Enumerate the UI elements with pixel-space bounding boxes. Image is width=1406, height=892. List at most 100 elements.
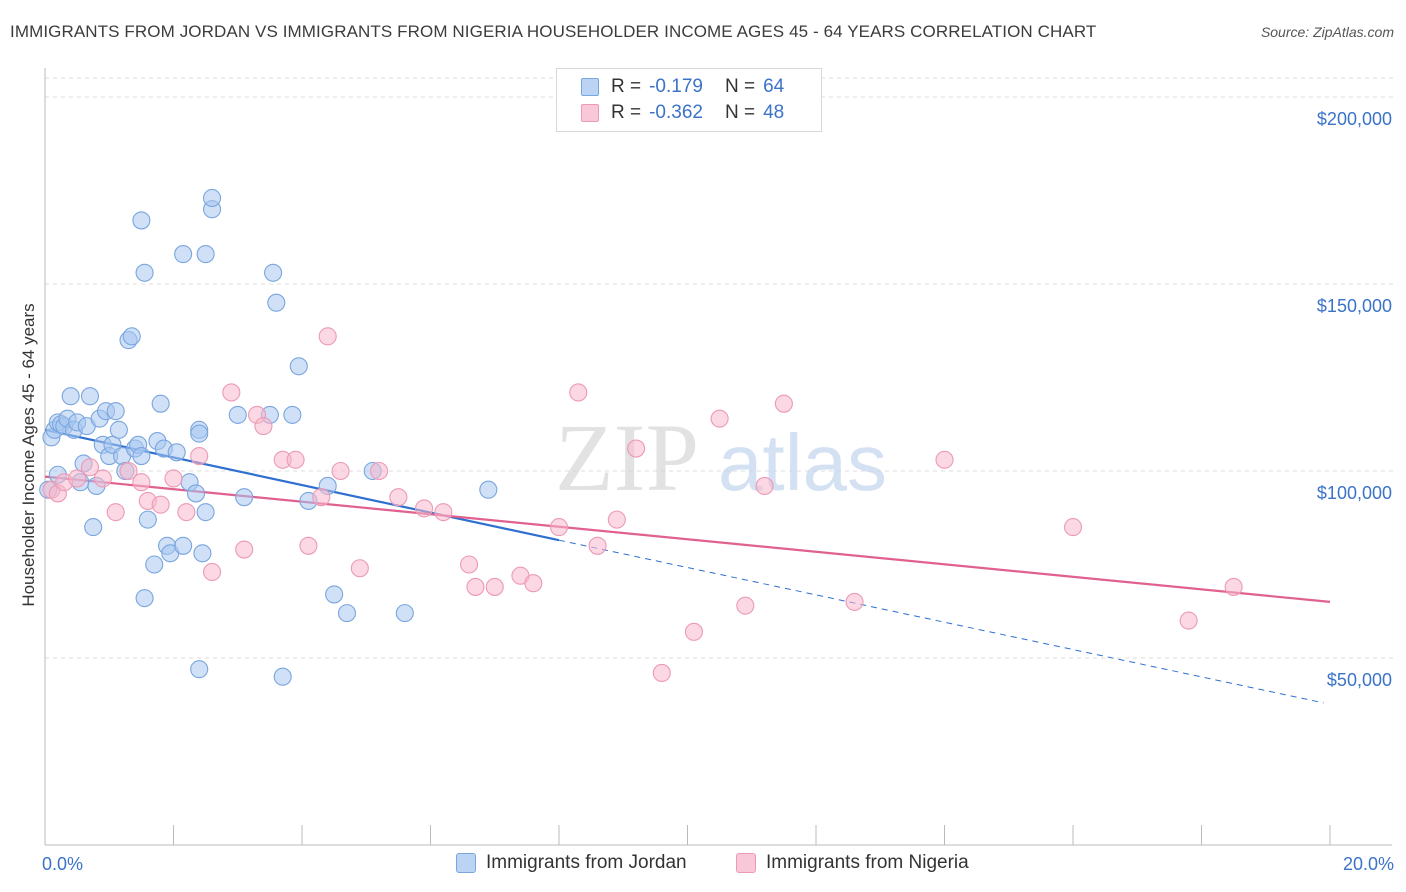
jordan-point	[395, 604, 414, 623]
axes	[44, 68, 1392, 846]
bottom-legend-label-jordan: Immigrants from Jordan	[486, 852, 687, 873]
nigeria-point	[845, 592, 864, 611]
jordan-point	[273, 667, 292, 686]
legend-r-label: R =	[611, 76, 642, 97]
nigeria-point	[235, 540, 254, 559]
jordan-point	[132, 211, 151, 230]
jordan-point	[132, 446, 151, 466]
nigeria-point	[151, 495, 170, 514]
data-points	[39, 188, 1243, 686]
watermark: ZIP atlas	[555, 404, 887, 511]
nigeria-point	[459, 555, 479, 574]
x-tick-label: 20.0%	[1343, 854, 1394, 874]
nigeria-trend-line	[44, 475, 1331, 603]
nigeria-point	[132, 473, 151, 492]
y-tick-label: $200,000	[1317, 109, 1392, 129]
nigeria-point	[1179, 611, 1198, 630]
nigeria-point	[318, 327, 337, 346]
nigeria-point	[1224, 577, 1243, 596]
jordan-point	[264, 263, 283, 282]
nigeria-point	[350, 559, 369, 578]
nigeria-point	[177, 503, 196, 522]
bottom-legend-swatch-nigeria	[736, 853, 756, 873]
legend-n-label: N =	[724, 76, 756, 97]
nigeria-point	[106, 503, 125, 522]
bottom-legend-jordan: Immigrants from Jordan	[456, 852, 687, 874]
nigeria-point	[164, 469, 183, 488]
legend-row-nigeria: R = -0.362 N = 48	[581, 101, 784, 125]
nigeria-point	[588, 536, 607, 555]
jordan-point	[235, 488, 254, 507]
jordan-trend-extension	[558, 539, 1324, 704]
nigeria-point	[190, 446, 209, 466]
jordan-point	[186, 484, 206, 503]
jordan-point	[84, 518, 103, 537]
nigeria-point	[774, 394, 793, 413]
bottom-legend-label-nigeria: Immigrants from Nigeria	[766, 852, 969, 873]
jordan-point	[138, 510, 157, 529]
legend-swatch-jordan	[581, 78, 599, 96]
nigeria-point	[736, 596, 755, 615]
legend-n-label: N =	[724, 102, 756, 123]
nigeria-point	[485, 577, 504, 596]
jordan-point	[283, 405, 302, 424]
nigeria-point	[80, 458, 100, 477]
grid-lines	[45, 77, 1395, 659]
legend-r-value-jordan: -0.179	[649, 76, 703, 97]
jordan-point	[190, 424, 209, 443]
nigeria-point	[710, 409, 729, 428]
legend-r-label: R =	[611, 102, 642, 123]
watermark-zip: ZIP	[555, 404, 699, 511]
chart-title: IMMIGRANTS FROM JORDAN VS IMMIGRANTS FRO…	[10, 22, 1097, 41]
nigeria-point	[299, 536, 318, 555]
jordan-point	[196, 503, 215, 522]
jordan-point	[122, 327, 141, 346]
nigeria-point	[569, 383, 588, 402]
nigeria-point	[370, 461, 389, 481]
nigeria-point	[607, 510, 626, 529]
nigeria-point	[203, 562, 222, 582]
jordan-point	[80, 387, 100, 406]
y-tick-label: $50,000	[1327, 670, 1392, 690]
nigeria-point	[331, 461, 350, 481]
nigeria-point	[549, 518, 569, 537]
source-label: Source: ZipAtlas.com	[1260, 24, 1394, 40]
jordan-point	[167, 443, 186, 462]
tick-labels: $50,000 $100,000 $150,000 $200,000 0.0% 20.0%	[42, 109, 1394, 874]
jordan-point	[337, 604, 357, 623]
legend: R = -0.179 N = 64 R = -0.362 N = 48	[556, 68, 822, 132]
nigeria-point	[254, 417, 273, 436]
nigeria-point	[935, 450, 954, 469]
nigeria-point	[1063, 518, 1083, 537]
nigeria-point	[627, 439, 646, 458]
legend-swatch-nigeria	[581, 104, 599, 122]
nigeria-point	[222, 383, 241, 402]
jordan-point	[203, 188, 222, 208]
nigeria-point	[434, 503, 453, 522]
y-axis-label: Householder Income Ages 45 - 64 years	[19, 303, 38, 606]
jordan-point	[479, 480, 498, 499]
nigeria-point	[684, 622, 703, 641]
jordan-point	[106, 402, 125, 421]
nigeria-point	[755, 476, 774, 496]
jordan-point	[135, 589, 154, 608]
nigeria-point	[652, 663, 671, 683]
jordan-point	[151, 394, 170, 413]
bottom-legend-swatch-jordan	[456, 853, 476, 873]
jordan-point	[174, 536, 193, 555]
nigeria-point	[415, 499, 434, 518]
jordan-point	[145, 555, 164, 574]
nigeria-point	[286, 450, 305, 469]
bottom-legend-nigeria: Immigrants from Nigeria	[736, 852, 969, 874]
legend-row-jordan: R = -0.179 N = 64	[581, 75, 784, 99]
jordan-point	[193, 544, 212, 563]
legend-r-value-nigeria: -0.362	[649, 102, 703, 123]
watermark-atlas: atlas	[718, 418, 887, 507]
legend-n-value-nigeria: 48	[763, 102, 785, 123]
jordan-point	[61, 387, 80, 406]
y-tick-label: $150,000	[1317, 296, 1392, 316]
jordan-point	[289, 357, 308, 376]
jordan-point	[267, 293, 286, 312]
jordan-point	[325, 585, 344, 604]
